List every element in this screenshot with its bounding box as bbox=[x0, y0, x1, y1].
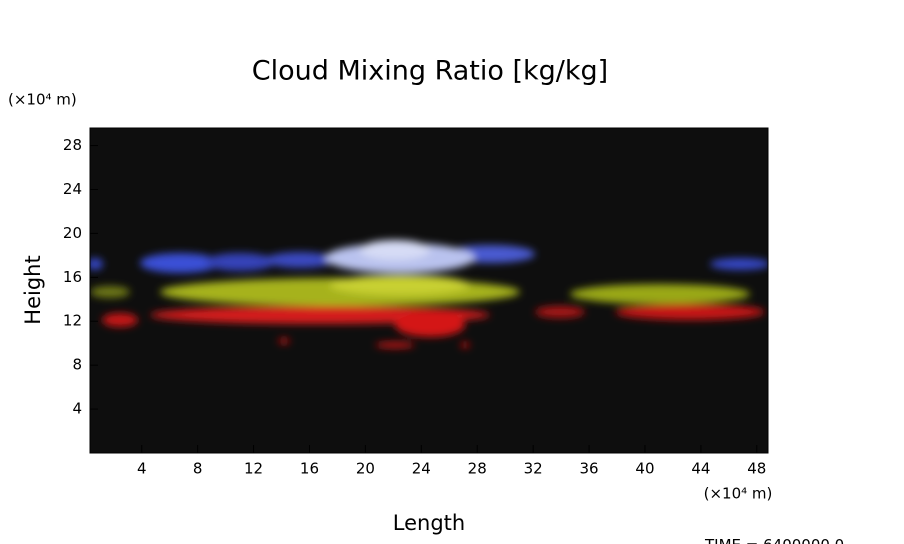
y-tick-label: 8 bbox=[72, 356, 82, 374]
y-tick-label: 28 bbox=[63, 136, 82, 154]
x-unit: (×10⁴ m) bbox=[704, 485, 773, 503]
x-tick-label: 48 bbox=[747, 460, 766, 478]
plot-frame bbox=[89, 127, 769, 454]
x-tick-label: 32 bbox=[524, 460, 543, 478]
y-tick-label: 20 bbox=[63, 224, 82, 242]
x-tick-label: 28 bbox=[468, 460, 487, 478]
cloud-field bbox=[90, 240, 768, 348]
chart-title: Cloud Mixing Ratio [kg/kg] bbox=[252, 56, 608, 87]
x-tick-label: 4 bbox=[137, 460, 147, 478]
x-tick-label: 8 bbox=[193, 460, 203, 478]
x-tick-label: 12 bbox=[244, 460, 263, 478]
x-tick-label: 16 bbox=[300, 460, 319, 478]
x-tick-label: 20 bbox=[356, 460, 375, 478]
y-tick-label: 16 bbox=[63, 268, 82, 286]
x-tick-label: 40 bbox=[635, 460, 654, 478]
y-unit: (×10⁴ m) bbox=[8, 91, 77, 109]
y-tick-label: 4 bbox=[72, 400, 82, 418]
x-axis-label: Length bbox=[393, 511, 465, 535]
x-tick-label: 36 bbox=[580, 460, 599, 478]
y-tick-label: 24 bbox=[63, 180, 82, 198]
y-tick-label: 12 bbox=[63, 312, 82, 330]
time-label: TIME = 6400000.0 bbox=[704, 536, 844, 544]
x-tick-label: 24 bbox=[412, 460, 431, 478]
y-axis-label: Height bbox=[21, 255, 45, 324]
x-tick-label: 44 bbox=[691, 460, 710, 478]
